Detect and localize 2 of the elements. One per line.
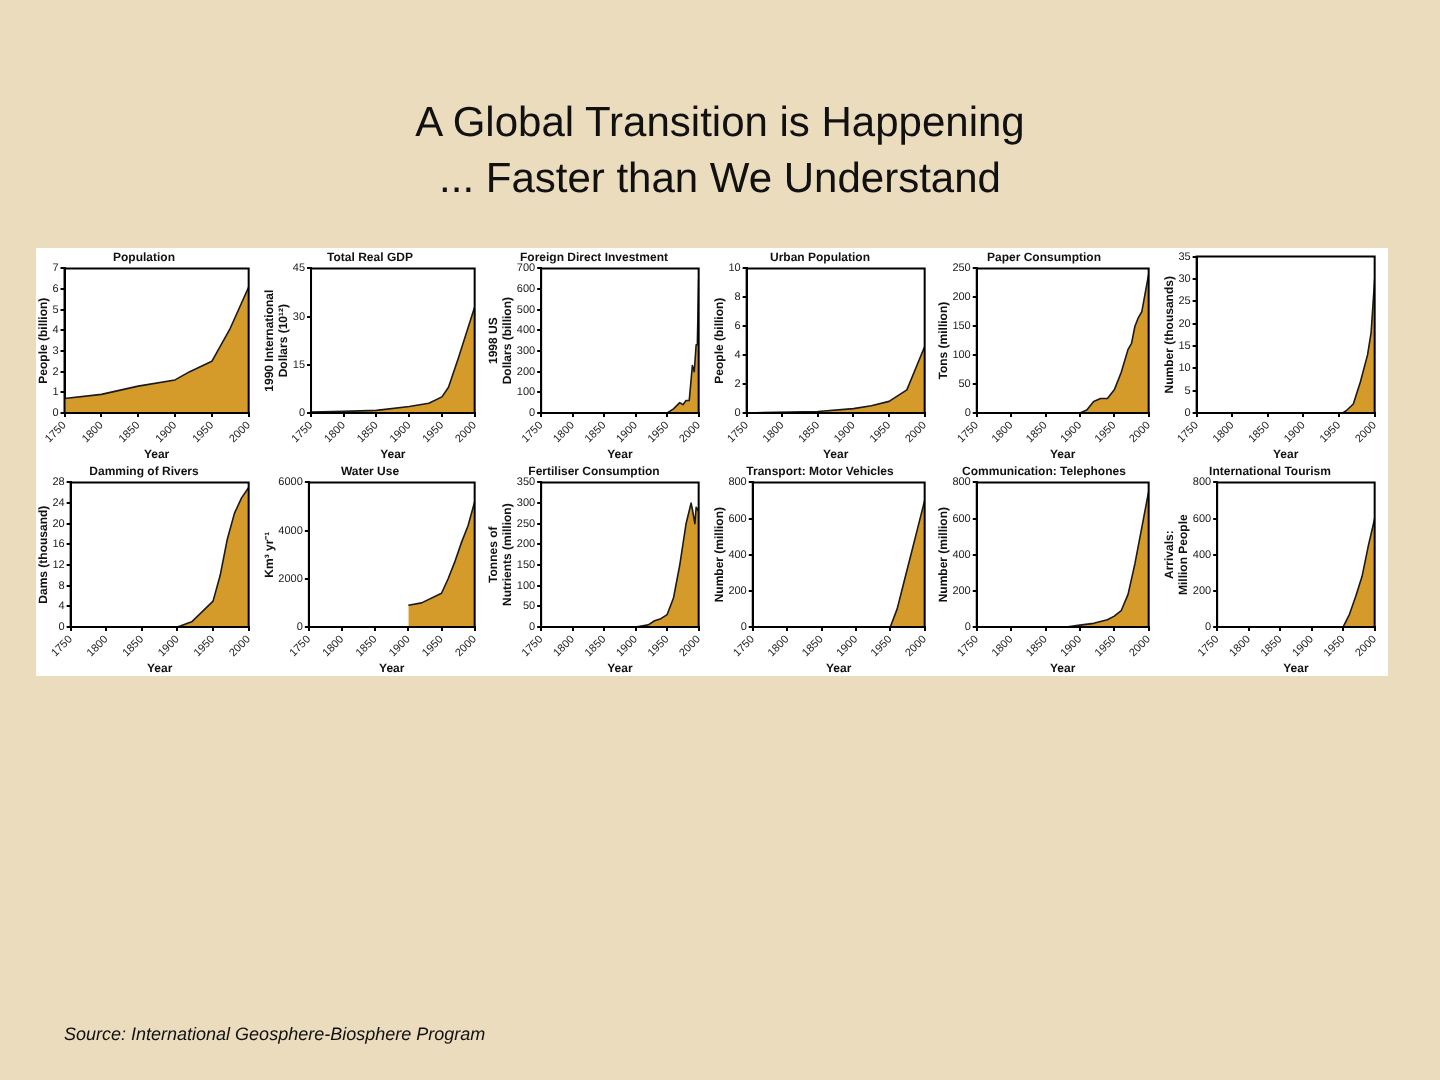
source-note: Source: International Geosphere-Biosphere Program [64,1024,486,1044]
text: A Global Transition is Happening ... Faster than We Understand [413,98,1027,206]
